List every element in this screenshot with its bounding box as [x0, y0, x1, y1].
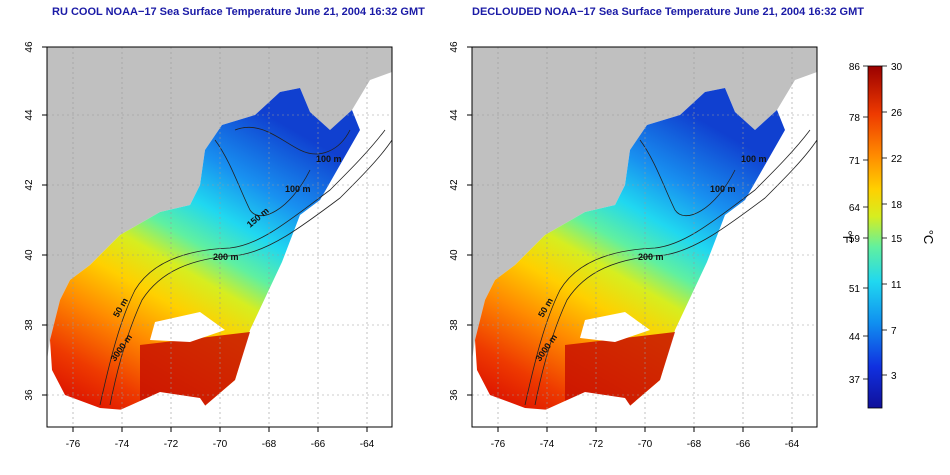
- x-tick-label: -72: [589, 439, 604, 450]
- y-tick-label: 42: [24, 179, 35, 191]
- sst-map-declouded: 100 m 100 m 200 m 50 m 3000 m -76 -74 -7…: [449, 41, 818, 450]
- cloud-area: [580, 312, 650, 342]
- y-tick-label: 46: [449, 41, 460, 53]
- colorbar-f-tick: 78: [849, 113, 861, 124]
- x-tick-label: -70: [213, 439, 228, 450]
- colorbar-f-tick: 71: [849, 156, 861, 167]
- x-tick-label: -64: [785, 439, 800, 450]
- y-tick-label: 38: [24, 319, 35, 331]
- y-tick-label: 38: [449, 319, 460, 331]
- y-tick-label: 40: [24, 249, 35, 261]
- contour-label: 200 m: [213, 252, 239, 262]
- x-tick-label: -66: [311, 439, 326, 450]
- x-tick-label: -76: [66, 439, 81, 450]
- colorbar-f-tick: 51: [849, 284, 861, 295]
- x-tick-label: -70: [638, 439, 653, 450]
- contour-label: 100 m: [741, 154, 767, 164]
- contour-label: 100 m: [285, 184, 311, 194]
- cloud-area: [545, 392, 640, 427]
- y-tick-label: 40: [449, 249, 460, 261]
- gulf-stream-warm-band: [140, 332, 250, 412]
- cloud-area: [120, 392, 215, 427]
- map-title-raw: RU COOL NOAA−17 Sea Surface Temperature …: [52, 6, 425, 18]
- colorbar-f-tick: 64: [849, 203, 861, 214]
- colorbar-c-tick: 26: [891, 108, 903, 119]
- contour-label: 200 m: [638, 252, 664, 262]
- gulf-stream-warm-band: [565, 332, 675, 412]
- colorbar-f-tick: 44: [849, 332, 861, 343]
- colorbar-c-tick: 3: [891, 371, 897, 382]
- x-tick-label: -74: [115, 439, 130, 450]
- colorbar-c-tick: 7: [891, 326, 897, 337]
- x-tick-label: -64: [360, 439, 375, 450]
- contour-label: 100 m: [316, 154, 342, 164]
- land-mass: [472, 47, 817, 360]
- colorbar-c-tick: 30: [891, 62, 903, 73]
- x-tick-label: -72: [164, 439, 179, 450]
- colorbar-f-tick: 37: [849, 375, 861, 386]
- cloud-area: [150, 312, 225, 342]
- y-tick-label: 36: [24, 389, 35, 401]
- celsius-label: °C: [921, 230, 936, 245]
- colorbar-f-tick: 86: [849, 62, 861, 73]
- fahrenheit-label: °F: [840, 230, 855, 243]
- x-tick-label: -68: [687, 439, 702, 450]
- y-tick-label: 36: [449, 389, 460, 401]
- map-title-declouded: DECLOUDED NOAA−17 Sea Surface Temperatur…: [472, 6, 864, 18]
- land-mass: [47, 47, 392, 360]
- y-tick-label: 42: [449, 179, 460, 191]
- y-tick-label: 46: [24, 41, 35, 53]
- y-tick-label: 44: [449, 109, 460, 121]
- temperature-colorbar: 86 78 71 64 59 51 44 37 30 26 22 18 15 1…: [840, 62, 936, 409]
- y-tick-label: 44: [24, 109, 35, 121]
- colorbar-c-tick: 11: [891, 280, 902, 291]
- x-tick-label: -76: [491, 439, 506, 450]
- x-tick-label: -68: [262, 439, 277, 450]
- colorbar-c-tick: 15: [891, 234, 903, 245]
- colorbar-c-tick: 22: [891, 154, 903, 165]
- x-tick-label: -74: [540, 439, 555, 450]
- x-tick-label: -66: [736, 439, 751, 450]
- sst-map-raw: 100 m 100 m 150 m 200 m 50 m 3000 m -76 …: [24, 41, 393, 450]
- contour-label: 100 m: [710, 184, 736, 194]
- colorbar-f-tick: 59: [849, 234, 861, 245]
- colorbar-gradient: [867, 65, 883, 409]
- colorbar-c-tick: 18: [891, 200, 903, 211]
